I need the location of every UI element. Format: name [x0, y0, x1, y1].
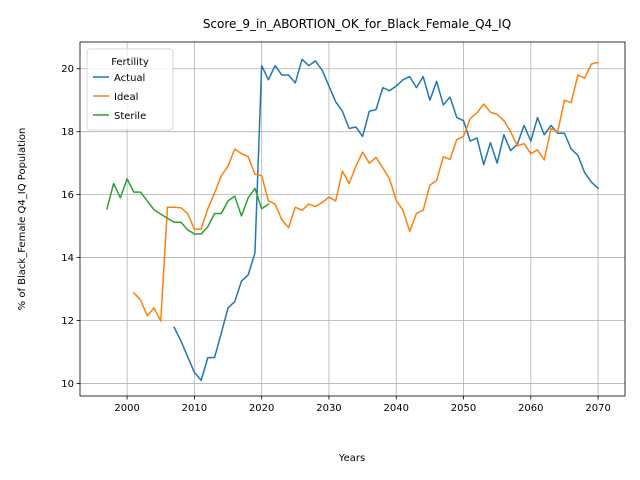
- y-tick-label: 14: [61, 253, 74, 264]
- x-tick-label: 2070: [585, 403, 610, 414]
- chart-title: Score_9_in_ABORTION_OK_for_Black_Female_…: [203, 17, 511, 31]
- y-tick-label: 10: [61, 379, 74, 390]
- x-tick-label: 2050: [451, 403, 476, 414]
- legend: Fertility Actual Ideal Sterile: [86, 48, 174, 131]
- series-line-actual: [173, 58, 600, 382]
- y-axis-label: % of Black_Female Q4_IQ Population: [17, 128, 28, 311]
- y-tick-label: 18: [61, 127, 74, 138]
- x-axis-label: Years: [338, 453, 365, 464]
- legend-title: Fertility: [111, 57, 149, 68]
- y-tick-label: 16: [61, 190, 74, 201]
- x-tick-label: 2000: [114, 403, 139, 414]
- y-axis-ticks: 10 12 14 16 18 20: [61, 64, 80, 390]
- plot-frame: [79, 41, 626, 397]
- grid: [80, 42, 625, 396]
- x-tick-label: 2030: [316, 403, 341, 414]
- x-tick-label: 2020: [249, 403, 274, 414]
- x-tick-label: 2010: [182, 403, 207, 414]
- series-line-sterile: [105, 178, 270, 235]
- x-tick-label: 2060: [518, 403, 543, 414]
- series-line-ideal: [132, 61, 599, 322]
- series-group: [105, 58, 600, 382]
- x-tick-label: 2040: [384, 403, 409, 414]
- y-tick-label: 12: [61, 316, 74, 327]
- legend-frame: [86, 48, 174, 131]
- x-axis-ticks: 2000 2010 2020 2030 2040 2050 2060 2070: [114, 396, 611, 414]
- y-tick-label: 20: [61, 64, 74, 75]
- legend-label-sterile: Sterile: [114, 111, 146, 122]
- legend-label-ideal: Ideal: [114, 92, 138, 103]
- legend-items: Actual Ideal Sterile: [93, 73, 146, 122]
- legend-label-actual: Actual: [114, 73, 145, 84]
